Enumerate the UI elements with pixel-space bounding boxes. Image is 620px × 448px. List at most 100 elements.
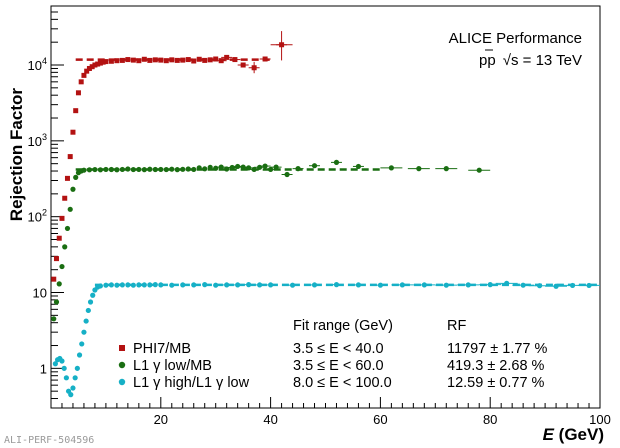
data-point (333, 159, 340, 165)
data-point (224, 54, 230, 60)
data-point (213, 282, 219, 288)
data-point (158, 166, 164, 173)
data-point (73, 108, 79, 114)
data-point (399, 282, 405, 288)
x-tick-label: 100 (589, 412, 611, 427)
data-point (388, 165, 394, 171)
fit-range-0: 3.5 ≤ E < 40.0 (293, 341, 384, 357)
data-point (92, 62, 98, 68)
data-point (64, 175, 70, 181)
data-point (130, 166, 136, 173)
data-point (73, 174, 79, 180)
data-point (180, 282, 186, 288)
data-point (268, 282, 274, 288)
data-point (130, 282, 136, 288)
data-point (163, 166, 169, 173)
data-point (103, 282, 109, 288)
data-point (108, 282, 114, 288)
data-point (180, 57, 186, 63)
data-point (81, 329, 87, 335)
data-point (86, 65, 92, 71)
system-prefix: pp (479, 52, 496, 69)
data-point (232, 57, 238, 63)
series-2-markers (52, 280, 600, 398)
data-point (240, 164, 246, 170)
data-point (191, 282, 197, 288)
data-point (59, 215, 65, 221)
y-tick-label: 10 (33, 286, 47, 301)
data-point (569, 282, 576, 289)
x-tick-label: 60 (373, 412, 387, 427)
x-axis: 20 40 60 80 100 (50, 397, 611, 427)
data-point (90, 292, 96, 298)
data-point (273, 164, 279, 170)
data-point (56, 235, 62, 241)
data-point (262, 163, 268, 169)
data-point (89, 64, 95, 70)
data-point (136, 58, 142, 64)
data-point (202, 57, 208, 63)
data-point (158, 282, 164, 288)
data-point (62, 244, 68, 250)
data-point (240, 62, 246, 68)
sqrt-symbol: √ (503, 52, 512, 69)
legend-label-1: L1 γ low/MB (133, 358, 212, 374)
data-point (103, 59, 109, 65)
data-point (476, 167, 482, 173)
data-point (213, 165, 219, 171)
phi7-error-bars (253, 31, 293, 74)
data-point (70, 129, 76, 135)
data-point (141, 167, 147, 173)
data-point (78, 79, 84, 85)
x-axis-title-var: E (543, 425, 555, 444)
data-point (51, 276, 57, 282)
data-point (81, 167, 87, 173)
data-point (64, 225, 71, 232)
data-point (202, 282, 208, 288)
legend-marker-0 (119, 345, 125, 351)
data-point (207, 164, 213, 170)
legend: PHI7/MB 3.5 ≤ E < 40.0 11797 ± 1.77 % L1 γ … (118, 341, 548, 391)
data-point (465, 282, 471, 288)
rf-value-1: 419.3 ± 2.68 % (447, 358, 545, 374)
data-point (76, 352, 83, 358)
data-point (218, 164, 224, 170)
data-point (147, 166, 153, 172)
data-point (72, 375, 78, 381)
data-point (257, 282, 263, 288)
data-point (443, 166, 449, 172)
data-point (75, 90, 81, 96)
data-point (185, 166, 191, 172)
data-point (246, 282, 252, 288)
x-axis-title: E (GeV) (543, 425, 604, 444)
data-point (416, 166, 422, 172)
data-point (311, 163, 318, 169)
data-point (229, 164, 235, 171)
data-point (295, 166, 301, 172)
data-point (67, 154, 73, 160)
fit-range-header: Fit range (GeV) (293, 318, 393, 334)
data-point (235, 282, 241, 288)
data-point (289, 282, 296, 288)
data-point (207, 57, 213, 63)
system-suffix: = 13 TeV (518, 52, 582, 69)
data-point (70, 385, 76, 391)
data-point (196, 56, 202, 62)
data-point (136, 166, 142, 173)
data-point (553, 283, 559, 289)
data-point (81, 72, 87, 78)
watermark: ALI-PERF-504596 (4, 435, 94, 446)
data-point (377, 282, 383, 288)
series-0-markers (51, 42, 288, 282)
data-point (119, 57, 125, 63)
collision-system-label: pp √s = 13 TeV (479, 52, 582, 69)
data-point (67, 206, 73, 212)
data-markers (51, 31, 600, 398)
data-point (169, 282, 175, 288)
legend-marker-1 (118, 361, 126, 369)
data-point (119, 282, 125, 288)
legend-label-0: PHI7/MB (133, 341, 191, 357)
data-point (537, 283, 543, 289)
data-point (152, 57, 158, 63)
